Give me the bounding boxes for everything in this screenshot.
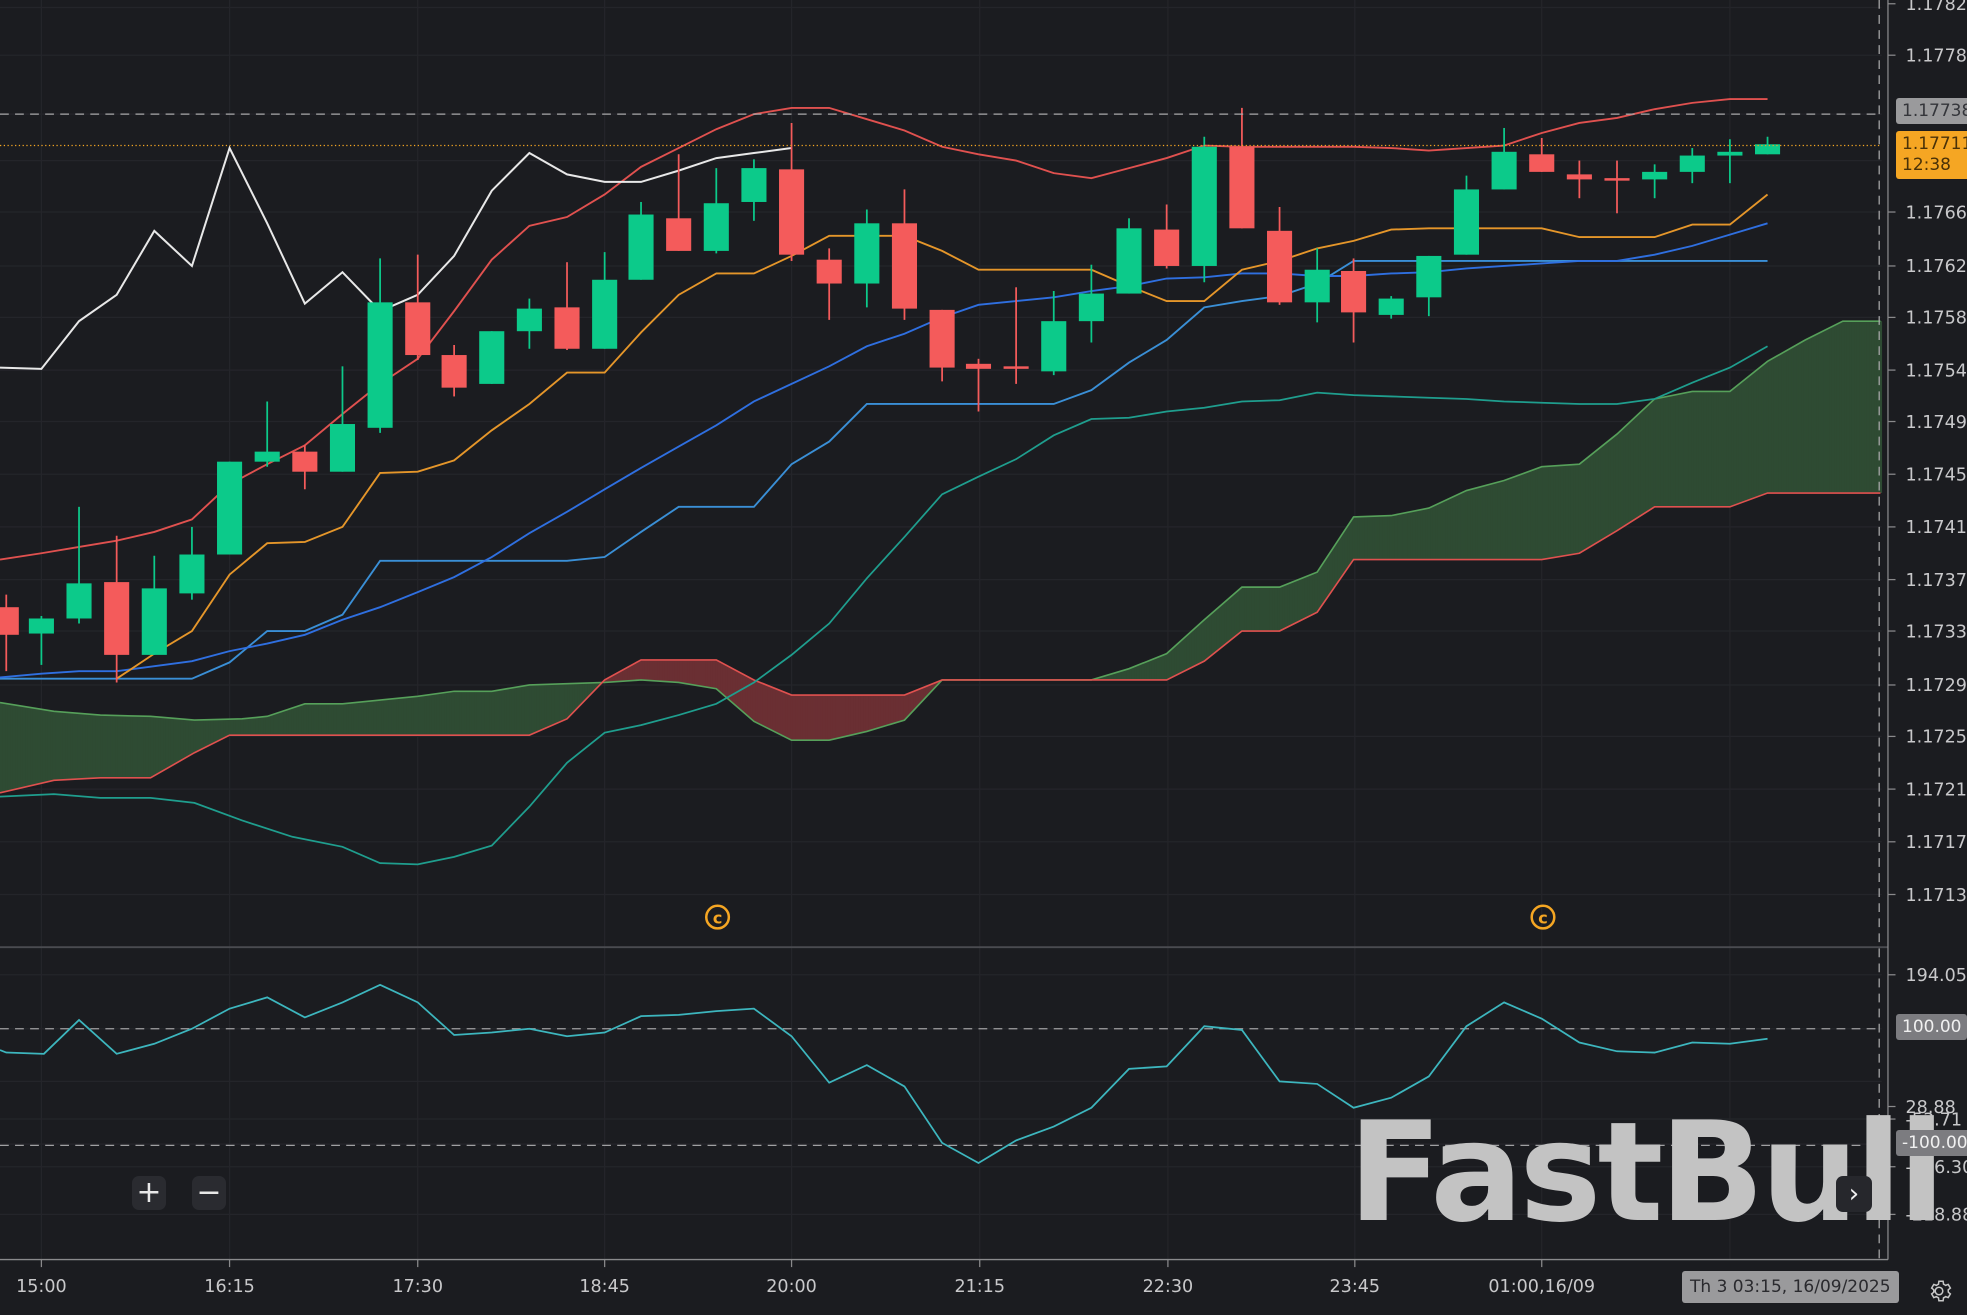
crosshair-price-label: 1.17738 — [1896, 98, 1967, 124]
cci-lower-level-label: -100.00 — [1896, 1130, 1967, 1156]
last-price-label: 1.17711 12:38 — [1896, 131, 1967, 179]
zoom-in-button[interactable]: + — [132, 1176, 166, 1210]
svg-text:18:45: 18:45 — [579, 1277, 630, 1297]
settings-gear-icon[interactable] — [1926, 1278, 1952, 1304]
svg-text:1.17824: 1.17824 — [1906, 0, 1967, 15]
svg-text:1.17377: 1.17377 — [1906, 571, 1967, 591]
svg-text:17:30: 17:30 — [392, 1277, 443, 1297]
svg-text:28.88: 28.88 — [1906, 1098, 1956, 1118]
crosshair-price-value: 1.17738 — [1902, 101, 1967, 121]
crosshair-time-label: Th 3 03:15, 16/09/2025 — [1682, 1271, 1899, 1303]
scroll-right-button[interactable]: › — [1836, 1176, 1872, 1212]
indicator-lines — [0, 98, 1769, 866]
candle-countdown: 12:38 — [1902, 155, 1951, 175]
svg-text:15:00: 15:00 — [16, 1277, 67, 1297]
svg-text:01:00,16/09: 01:00,16/09 — [1488, 1277, 1595, 1297]
svg-text:20:00: 20:00 — [766, 1277, 817, 1297]
price-lines — [0, 0, 1882, 1260]
cci-indicator-panel — [0, 946, 1888, 1164]
last-price-value: 1.17711 — [1902, 134, 1967, 154]
zoom-out-button[interactable]: − — [192, 1176, 226, 1210]
cci-upper-value: 100.00 — [1902, 1017, 1962, 1037]
svg-text:-53.71: -53.71 — [1906, 1110, 1963, 1130]
svg-text:16:15: 16:15 — [204, 1277, 255, 1297]
svg-text:21:15: 21:15 — [954, 1277, 1005, 1297]
svg-text:1.17499: 1.17499 — [1906, 413, 1967, 433]
svg-text:1.17418: 1.17418 — [1906, 518, 1967, 538]
svg-text:1.17215: 1.17215 — [1906, 780, 1967, 800]
svg-text:c: c — [713, 908, 723, 927]
minus-icon: − — [196, 1175, 222, 1210]
svg-text:1.17133: 1.17133 — [1906, 886, 1967, 906]
svg-text:1.17296: 1.17296 — [1906, 676, 1967, 696]
svg-text:1.17458: 1.17458 — [1906, 465, 1967, 485]
svg-text:194.05: 194.05 — [1906, 966, 1967, 986]
grid-lines — [0, 0, 1882, 1260]
ichimoku-cloud — [0, 320, 1883, 794]
cci-lower-value: -100.00 — [1902, 1133, 1967, 1153]
svg-text:23:45: 23:45 — [1330, 1277, 1381, 1297]
svg-text:c: c — [1538, 908, 1548, 927]
svg-text:-218.88: -218.88 — [1906, 1206, 1967, 1226]
candlesticks — [0, 107, 1781, 683]
cci-upper-level-label: 100.00 — [1896, 1014, 1967, 1040]
svg-text:1.17336: 1.17336 — [1906, 622, 1967, 642]
plus-icon: + — [136, 1175, 162, 1210]
svg-text:1.17783: 1.17783 — [1906, 46, 1967, 66]
chevron-right-icon: › — [1848, 1179, 1860, 1209]
svg-text:1.17580: 1.17580 — [1906, 309, 1967, 329]
svg-text:1.17255: 1.17255 — [1906, 728, 1967, 748]
svg-text:1.17540: 1.17540 — [1906, 361, 1967, 381]
svg-text:22:30: 22:30 — [1143, 1277, 1194, 1297]
svg-text:-136.30: -136.30 — [1906, 1158, 1967, 1178]
svg-text:1.17174: 1.17174 — [1906, 833, 1967, 853]
